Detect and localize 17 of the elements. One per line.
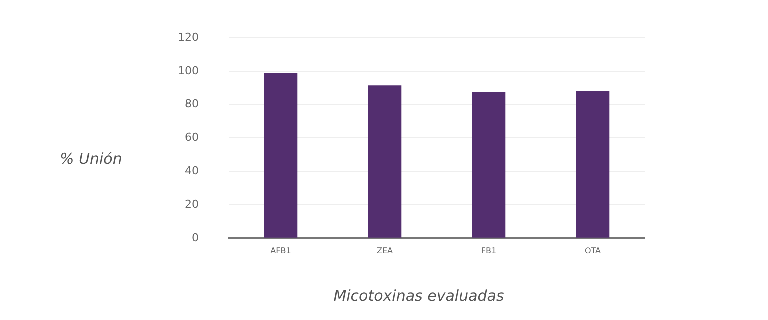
y-tick-label: 60 (184, 131, 199, 144)
bar (576, 91, 610, 238)
y-tick-label: 40 (184, 164, 199, 178)
y-tick-label: 20 (184, 198, 199, 211)
x-tick-label: FB1 (481, 246, 497, 256)
bar (264, 73, 298, 238)
x-tick-label: ZEA (376, 246, 394, 256)
y-tick-label: 80 (184, 98, 199, 111)
y-tick-label: 0 (192, 231, 199, 244)
x-tick-label: AFB1 (270, 246, 292, 256)
x-axis-title: Micotoxinas evaluadas (332, 287, 506, 305)
bar (368, 86, 402, 238)
y-tick-label: 120 (178, 30, 199, 44)
x-tick-label: OTA (584, 246, 602, 256)
y-tick-label: 100 (178, 64, 199, 78)
bar (472, 92, 506, 238)
y-axis-title: % Unión (60, 150, 122, 168)
